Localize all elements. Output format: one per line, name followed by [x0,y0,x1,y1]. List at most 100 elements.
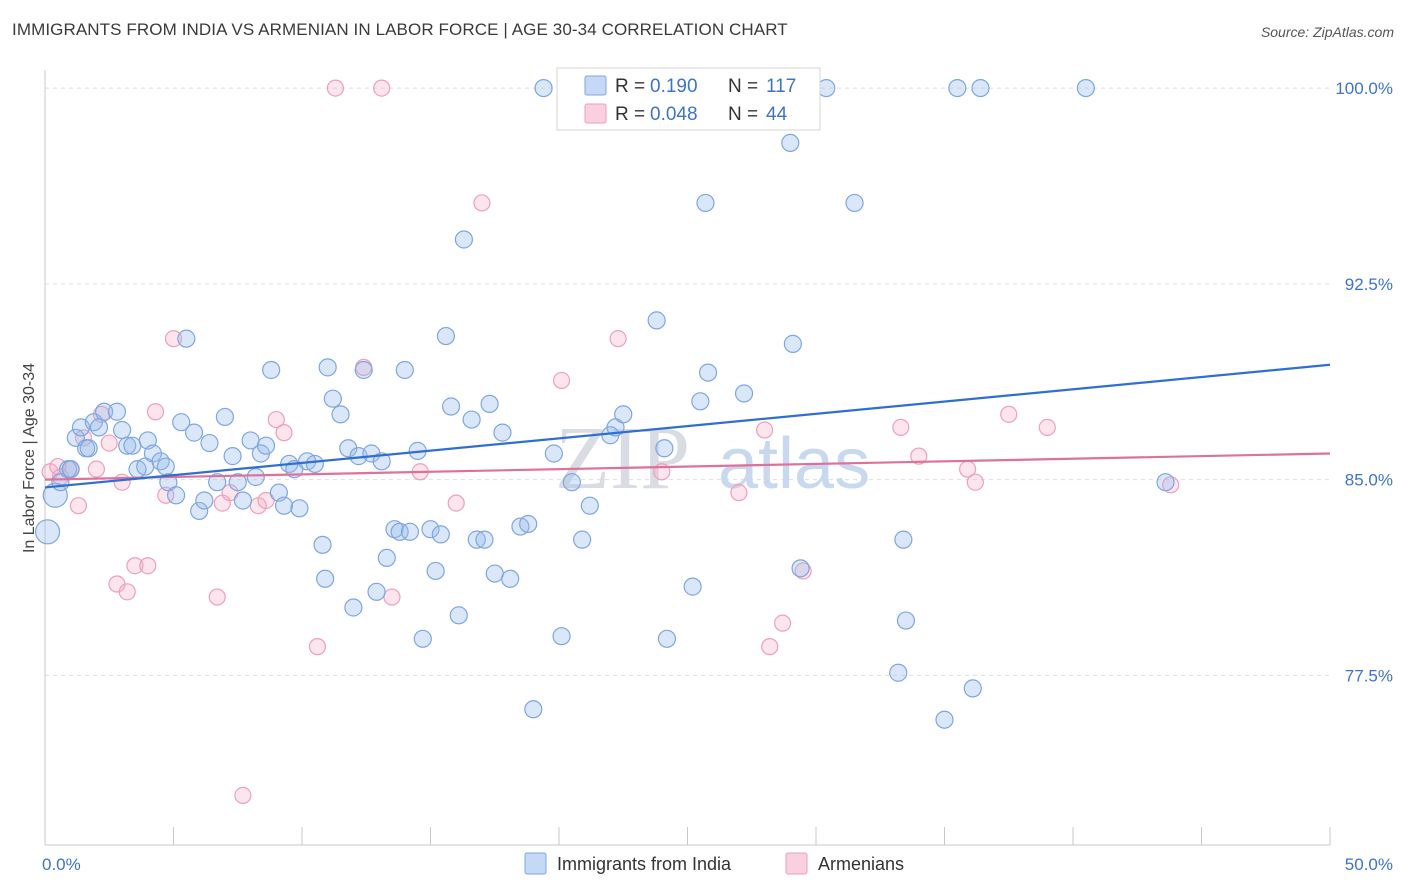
armenian-point [164,330,183,348]
india-point [647,311,666,330]
x-tick-label: 0.0% [42,855,81,874]
india-point [274,496,294,515]
india-point [475,530,494,549]
armenian-point [74,429,93,447]
india-point [655,439,674,458]
india-point [89,418,109,437]
x-tick-label: 50.0% [1345,855,1393,874]
india-point [367,582,386,601]
india-point [305,454,324,474]
india-point [691,392,710,411]
armenian-point [208,588,226,606]
india-point [485,564,504,583]
india-point [426,561,445,581]
legend-n-label-india: N = [728,76,758,97]
bottom-legend-swatch-armenian [785,852,808,875]
armenian-point [267,410,285,429]
india-point [228,473,247,492]
india-point [42,482,68,508]
india-point [95,402,114,421]
india-point [195,491,214,510]
armenian-point [118,583,136,601]
india-point [177,329,196,348]
armenian-point [308,638,327,656]
india-point [493,423,512,442]
legend-swatch-india [584,75,607,96]
y-tick-label: 100.0% [1335,79,1393,98]
india-point [385,520,404,539]
india-point [454,230,474,249]
india-point [781,133,800,153]
india-point [223,447,242,466]
y-tick-labels: 77.5% 85.0% 92.5% 100.0% [1335,79,1393,685]
armenian-point [1000,405,1018,423]
armenian-point [892,418,910,436]
india-point [948,78,967,98]
india-point [614,405,633,424]
india-point [107,402,127,421]
india-point [734,384,754,403]
series-armenians [41,79,1180,805]
armenian-trend-line [44,452,1331,481]
legend-r-label-india: R = [615,76,645,97]
india-point [449,606,468,625]
india-point [480,394,499,414]
india-point [413,629,432,648]
india-point [562,473,581,492]
india-point [118,436,137,455]
india-point [190,501,209,521]
armenian-point [773,614,792,632]
armenian-point [100,434,118,452]
india-point [61,460,80,479]
india-point [462,410,481,429]
india-point [1156,473,1175,492]
series-legend: Immigrants from India Armenians [524,852,904,875]
india-point [501,569,520,588]
india-point [290,499,309,518]
india-point [467,530,486,549]
india-point [524,700,543,719]
armenian-point [146,403,165,421]
legend-r-label-armenian: R = [615,104,645,125]
armenian-point [126,557,144,575]
armenian-point [966,473,984,491]
chart-title: IMMIGRANTS FROM INDIA VS ARMENIAN IN LAB… [12,20,788,39]
india-point [166,486,186,505]
india-trend-line [44,363,1331,489]
armenian-point [234,786,252,805]
armenian-point [552,371,571,390]
legend-n-value-india: 117 [766,76,796,97]
india-point [441,397,461,416]
axes [44,70,1331,846]
armenian-point [1038,418,1056,436]
india-point [963,679,982,698]
india-point [143,444,163,463]
india-point [372,452,391,471]
india-point [112,420,132,440]
india-point [783,334,802,353]
india-point [313,535,332,554]
armenian-point [275,424,293,442]
india-point [519,514,538,534]
india-point [172,413,191,432]
armenian-point [730,484,748,502]
india-point [657,629,677,648]
india-point [262,360,281,380]
india-point [573,530,592,549]
armenian-point [373,79,391,97]
india-point [316,569,335,588]
y-tick-label: 85.0% [1345,471,1393,490]
india-point [79,439,98,458]
india-point [552,627,571,646]
india-point [215,407,234,427]
india-point [395,360,414,380]
india-point [935,710,954,729]
india-point [431,525,450,544]
armenian-point [139,557,157,575]
legend-n-value-armenian: 44 [766,104,788,125]
bottom-legend-label-armenian: Armenians [818,854,904,874]
india-point [344,598,363,617]
legend-swatch-armenian [584,103,607,124]
india-point [544,444,563,463]
armenian-point [383,588,401,606]
